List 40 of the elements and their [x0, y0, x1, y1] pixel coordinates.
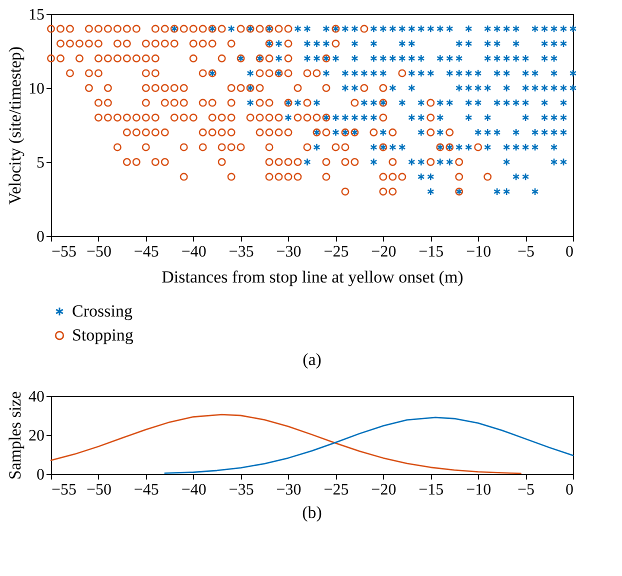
legend-label: Crossing — [72, 302, 133, 320]
x-tick-label: −35 — [228, 244, 254, 260]
y-axis-title: Samples size — [6, 391, 24, 480]
x-tick-label: −40 — [181, 482, 206, 498]
x-axis-title: Distances from stop line at yellow onset (m) — [162, 268, 464, 286]
x-tick-label: −50 — [86, 482, 112, 498]
y-tick-label: 10 — [28, 80, 44, 98]
y-axis-title: Velocity (site/timestep) — [6, 46, 24, 205]
y-tick-label: 40 — [28, 388, 44, 406]
x-tick-label: 0 — [566, 482, 574, 498]
text: (a) — [302, 350, 322, 369]
x-tick-label: 0 — [566, 244, 574, 260]
x-tick-label: −30 — [276, 244, 302, 260]
legend-label: Stopping — [72, 326, 134, 344]
y-tick-label: 0 — [36, 466, 44, 484]
x-tick-label: −40 — [181, 244, 206, 260]
x-tick-label: −10 — [466, 482, 492, 498]
y-tick-label: 5 — [36, 154, 44, 172]
x-tick-label: −25 — [324, 482, 349, 498]
x-tick-label: −30 — [276, 482, 302, 498]
x-tick-label: −55 — [52, 482, 77, 498]
line-series — [164, 416, 574, 474]
x-tick-label: −50 — [86, 244, 112, 260]
x-tick-label: −15 — [418, 244, 444, 260]
x-tick-label: −15 — [418, 482, 444, 498]
x-tick-label: −20 — [371, 244, 396, 260]
x-tick-label: −55 — [52, 244, 77, 260]
x-tick-label: −5 — [518, 244, 535, 260]
line-series — [50, 414, 522, 474]
y-tick-label: 0 — [36, 228, 44, 246]
x-tick-label: −45 — [134, 244, 159, 260]
x-tick-label: −20 — [371, 482, 396, 498]
y-tick-label: 15 — [28, 6, 44, 24]
x-tick-label: −35 — [228, 482, 254, 498]
x-tick-label: −45 — [134, 482, 159, 498]
x-tick-label: −10 — [466, 244, 492, 260]
x-tick-label: −5 — [518, 482, 535, 498]
x-tick-label: −25 — [324, 244, 349, 260]
text: (b) — [302, 503, 322, 522]
y-tick-label: 20 — [28, 428, 44, 444]
